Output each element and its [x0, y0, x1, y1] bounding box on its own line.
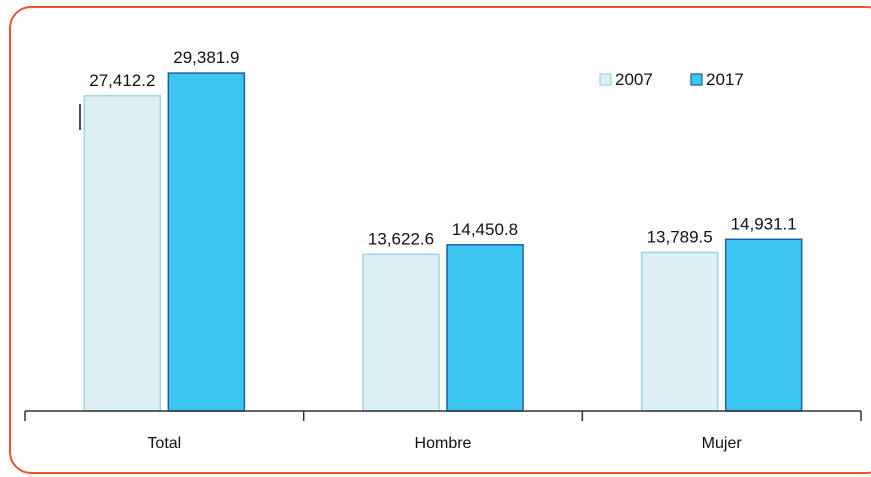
bar-hombre-2017: [446, 244, 524, 412]
data-label-mujer-2017: 14,931.1: [731, 214, 797, 233]
bar-hombre-2007: [362, 253, 440, 412]
x-tick-label-total: Total: [147, 435, 181, 452]
data-label-hombre-2007: 13,622.6: [368, 229, 434, 248]
bar-mujer-2017: [724, 238, 803, 412]
legend-swatch-2017: [690, 73, 703, 86]
bar-mujer-2007: [640, 251, 719, 412]
legend-label-2017: 2017: [706, 70, 744, 89]
data-label-mujer-2007: 13,789.5: [647, 227, 713, 246]
data-label-total-2017: 29,381.9: [173, 48, 239, 67]
data-label-hombre-2017: 14,450.8: [452, 220, 518, 239]
legend-label-2007: 2007: [615, 70, 653, 89]
x-tick-label-hombre: Hombre: [415, 435, 472, 452]
legend-swatch-2007: [599, 73, 612, 86]
bar-total-2007: [83, 95, 162, 412]
data-label-total-2007: 27,412.2: [89, 71, 155, 90]
x-tick-label-mujer: Mujer: [702, 435, 743, 452]
chart-frame: [9, 6, 871, 474]
bar-total-2017: [167, 72, 246, 412]
